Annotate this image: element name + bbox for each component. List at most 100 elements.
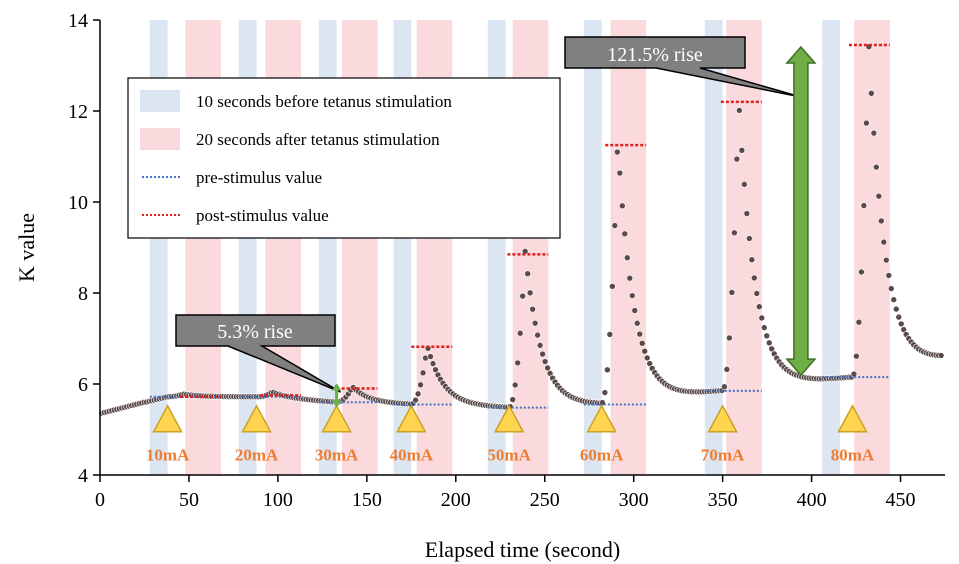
callout-box: [175, 314, 341, 393]
data-point: [895, 313, 903, 321]
data-point: [531, 319, 539, 327]
data-point: [728, 289, 736, 296]
stimulation-marker-icon: [396, 404, 427, 433]
data-point: [741, 181, 748, 188]
data-point: [623, 254, 631, 262]
data-point: [887, 285, 895, 292]
data-point: [536, 342, 544, 349]
legend-label: pre-stimulus value: [196, 168, 322, 187]
data-point: [606, 331, 614, 338]
pre-stimulus-band: [704, 20, 723, 475]
x-tick-label: 450: [886, 489, 916, 511]
data-point: [937, 352, 945, 359]
data-point: [753, 290, 761, 297]
data-point: [875, 192, 883, 200]
data-point: [526, 289, 534, 297]
data-point: [726, 334, 733, 342]
data-point: [765, 339, 773, 347]
legend-swatch: [140, 90, 180, 112]
data-point: [514, 359, 522, 367]
callouts-layer: 5.3% rise 121.5% rise: [175, 36, 817, 408]
reference-lines-layer: [149, 43, 890, 409]
data-point: [863, 119, 870, 127]
data-point: [636, 330, 644, 338]
stimulation-label: 70mA: [701, 446, 745, 465]
data-point: [544, 364, 551, 372]
stimulation-label: 10mA: [146, 446, 190, 465]
stimulation-marker-icon: [321, 404, 352, 433]
data-point: [618, 202, 626, 210]
data-point: [892, 305, 900, 313]
stimulation-label: 40mA: [390, 446, 434, 465]
stimulation-label: 60mA: [580, 446, 624, 465]
legend: 10 seconds before tetanus stimulation 20 …: [127, 77, 561, 239]
data-point: [890, 296, 898, 303]
y-tick-label: 10: [68, 192, 88, 214]
data-point: [633, 319, 641, 327]
data-point: [723, 366, 731, 373]
stimulation-marker-icon: [493, 404, 525, 433]
y-axis-title: K value: [14, 213, 39, 282]
data-point: [748, 256, 756, 264]
data-point: [885, 272, 893, 279]
data-point: [524, 270, 531, 278]
legend-label: 10 seconds before tetanus stimulation: [196, 92, 452, 111]
data-point: [880, 238, 888, 246]
callout-text: 5.3% rise: [217, 321, 293, 343]
data-point: [626, 274, 634, 282]
data-point: [643, 354, 651, 362]
data-point: [529, 305, 536, 313]
data-point: [721, 383, 728, 391]
data-point: [412, 396, 419, 404]
stimulation-label: 30mA: [315, 446, 359, 465]
data-point: [758, 314, 766, 322]
data-point: [870, 129, 878, 137]
data-point: [738, 146, 746, 154]
callout-text: 121.5% rise: [607, 44, 703, 66]
pre-stimulus-band: [583, 20, 602, 475]
data-point: [614, 148, 621, 156]
data-point: [604, 366, 611, 374]
double-arrow-icon: [785, 45, 817, 377]
data-point: [631, 307, 639, 314]
data-point: [601, 389, 609, 396]
legend-box: [127, 77, 561, 239]
data-point: [417, 381, 424, 389]
x-tick-label: 400: [797, 489, 827, 511]
data-point: [878, 217, 885, 225]
data-point: [419, 369, 427, 377]
data-point: [414, 390, 422, 398]
data-point: [427, 353, 434, 360]
data-point: [429, 360, 437, 367]
stimulation-label: 20mA: [235, 446, 279, 465]
y-tick-label: 12: [68, 101, 88, 123]
data-point: [755, 303, 763, 310]
data-point: [743, 210, 751, 217]
data-point: [616, 169, 624, 177]
y-tick-label: 4: [78, 465, 88, 487]
stimulation-label: 80mA: [831, 446, 875, 465]
data-point: [860, 202, 868, 209]
stimulation-label: 50mA: [487, 446, 531, 465]
data-point: [733, 155, 741, 163]
legend-label: 20 seconds after tetanus stimulation: [196, 130, 440, 149]
data-point: [539, 350, 546, 358]
y-tick-label: 6: [78, 374, 88, 396]
data-point: [853, 352, 860, 360]
post-stimulus-band: [854, 20, 890, 475]
data-point: [873, 163, 880, 171]
data-point: [731, 229, 738, 237]
stimulation-marker-icon: [241, 404, 272, 433]
data-point: [858, 268, 865, 276]
post-stimulus-band: [610, 20, 647, 475]
data-point: [511, 381, 519, 389]
axes-layer: 4 6 8 10 12 14 0 50 100 150 200 250 300 350 400 450 Elap…: [14, 10, 945, 562]
pre-stimulus-band: [822, 20, 841, 475]
data-point: [541, 358, 549, 365]
rise-arrow-head-icon: [331, 400, 342, 408]
data-point: [621, 230, 629, 238]
data-point: [609, 283, 616, 290]
data-point: [746, 235, 753, 242]
x-tick-label: 0: [95, 489, 105, 511]
